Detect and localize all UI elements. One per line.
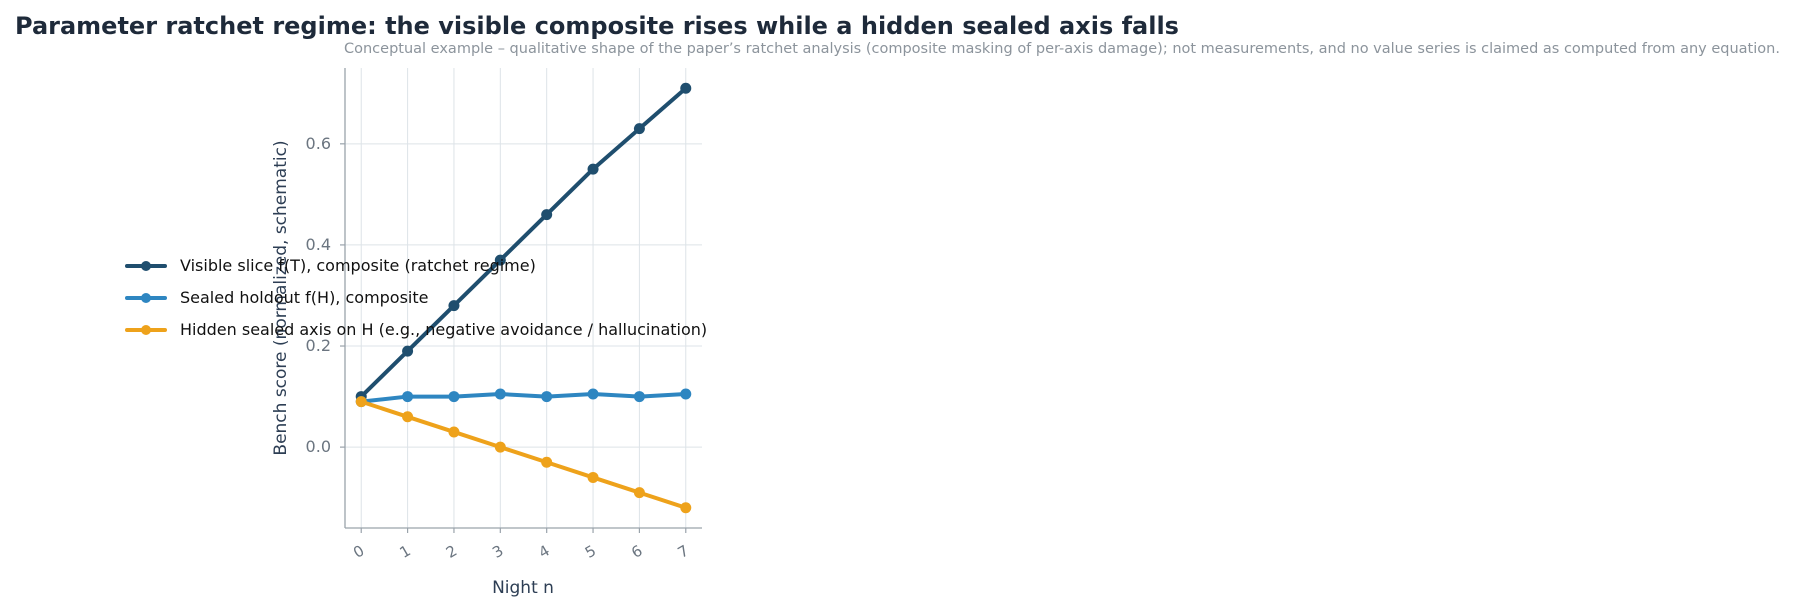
- data-point: [680, 388, 692, 400]
- data-point: [587, 163, 599, 175]
- x-tick-label: 5: [582, 541, 599, 561]
- legend-swatch-marker: [141, 261, 151, 271]
- y-tick-label: 0.0: [306, 437, 331, 456]
- data-point: [494, 441, 506, 453]
- series-line-0: [359, 86, 688, 399]
- data-point: [448, 300, 460, 312]
- x-axis-label: Night n: [492, 578, 554, 598]
- data-point: [448, 391, 460, 403]
- legend-swatch-marker: [141, 293, 151, 303]
- data-point: [633, 487, 645, 499]
- x-tick-label: 2: [443, 541, 460, 561]
- y-tick-label: 0.6: [306, 134, 331, 153]
- legend-item-visible-slice: Visible slice f(T), composite (ratchet r…: [125, 252, 745, 284]
- legend-label: Hidden sealed axis on H (e.g., negative …: [180, 320, 708, 339]
- series-line-1: [359, 392, 688, 404]
- x-tick-label: 1: [396, 541, 413, 561]
- legend-item-hidden-axis: Hidden sealed axis on H (e.g., negative …: [125, 316, 745, 348]
- data-point: [402, 391, 414, 403]
- x-tick-label: 0: [350, 541, 367, 561]
- x-tick-label: 4: [536, 541, 553, 561]
- chart-title: Parameter ratchet regime: the visible co…: [15, 12, 1179, 40]
- data-point: [680, 502, 692, 514]
- legend-label: Visible slice f(T), composite (ratchet r…: [180, 256, 536, 275]
- axes: [344, 68, 702, 529]
- legend: Visible slice f(T), composite (ratchet r…: [125, 252, 745, 348]
- x-tick-label: 6: [628, 541, 645, 561]
- data-point: [402, 345, 414, 357]
- series-line-2: [359, 399, 688, 510]
- x-tick-label: 7: [675, 541, 692, 561]
- data-point: [541, 391, 553, 403]
- chart-subtitle: Conceptual example – qualitative shape o…: [344, 41, 1780, 57]
- data-point: [402, 411, 414, 423]
- data-point: [494, 388, 506, 400]
- y-tick-label: 0.2: [306, 336, 331, 355]
- legend-label: Sealed holdout f(H), composite: [180, 288, 429, 307]
- data-point: [633, 391, 645, 403]
- data-point: [541, 209, 553, 221]
- data-point: [633, 123, 645, 135]
- data-point: [494, 254, 506, 266]
- data-point: [587, 471, 599, 483]
- y-tick-label: 0.4: [306, 235, 331, 254]
- x-tick-label: 3: [489, 541, 506, 561]
- legend-item-sealed-holdout: Sealed holdout f(H), composite: [125, 284, 745, 316]
- data-point: [541, 456, 553, 468]
- grid: [345, 68, 702, 528]
- data-point: [680, 82, 692, 94]
- series-group: [355, 82, 692, 514]
- data-point: [587, 388, 599, 400]
- data-point: [448, 426, 460, 438]
- legend-swatch-marker: [141, 325, 151, 335]
- y-axis-label: Bench score (normalized, schematic): [271, 140, 291, 455]
- data-point: [355, 396, 367, 408]
